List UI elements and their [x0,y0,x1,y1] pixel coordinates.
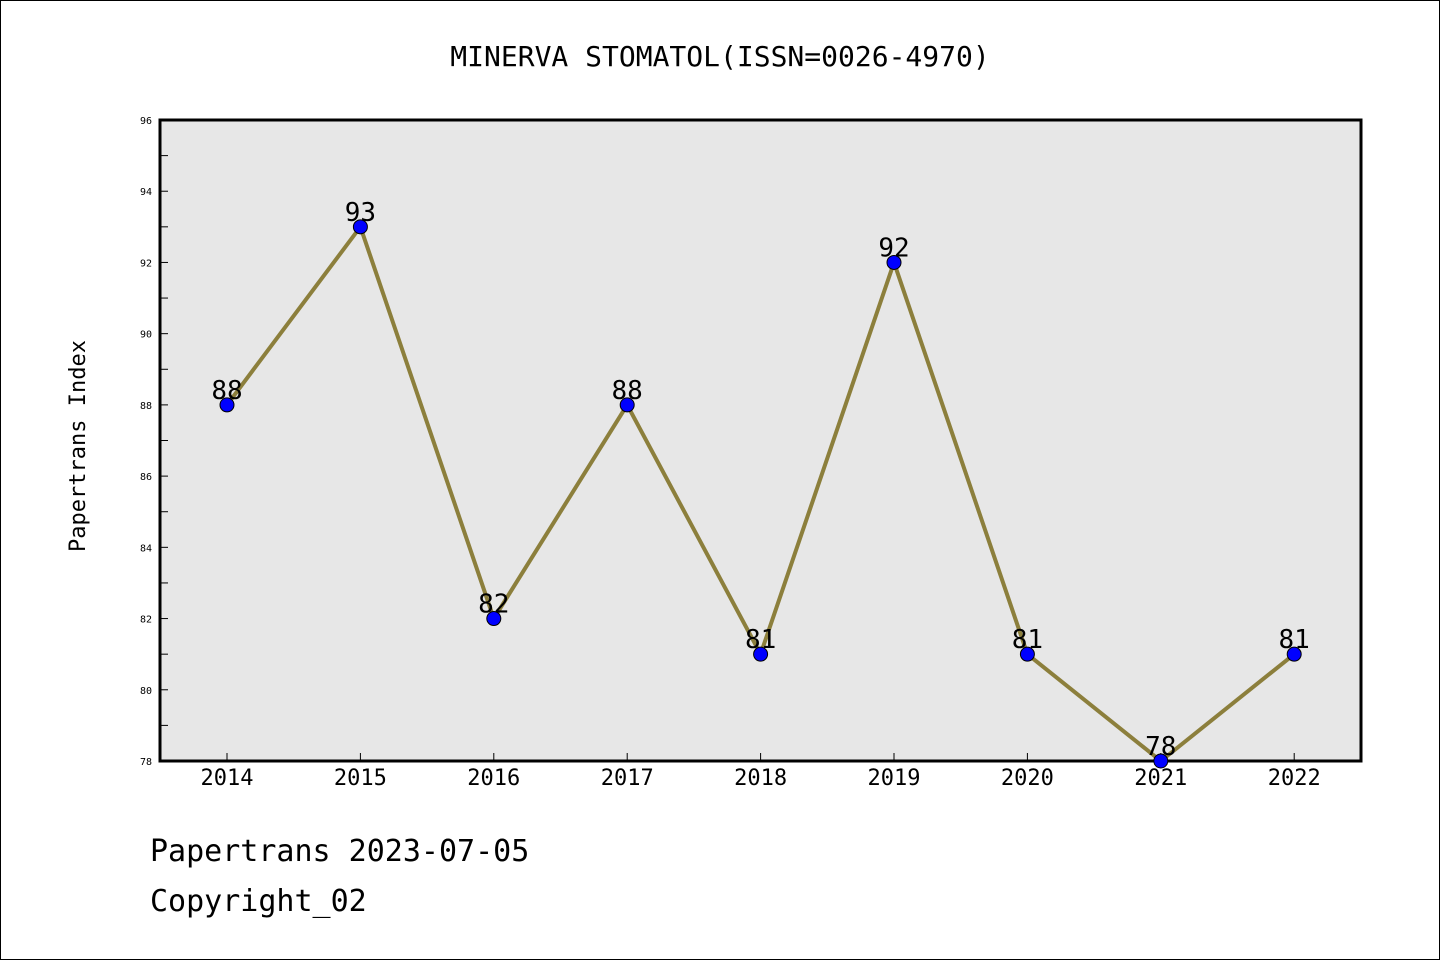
y-axis: 78 80 82 84 86 88 90 92 94 96 [140,116,168,768]
data-point [619,397,635,413]
y-axis-label: Papertrans Index [66,340,91,552]
data-label: 93 [345,198,376,228]
y-tick-label: 80 [140,686,152,697]
x-tick-label: 2019 [868,766,921,791]
data-point [753,646,769,662]
data-point [1019,646,1035,662]
footer-date: Papertrans 2023-07-05 [150,834,530,869]
data-point [486,611,502,627]
y-tick-label: 94 [140,187,152,198]
y-tick-label: 78 [140,757,152,768]
y-tick-label: 96 [140,116,152,127]
chart-title: MINERVA STOMATOL(ISSN=0026-4970) [450,40,989,73]
x-tick-label: 2018 [734,766,787,791]
data-label: 81 [1012,625,1043,655]
y-tick-label: 88 [140,401,152,412]
data-point [352,219,368,235]
data-label: 81 [745,625,776,655]
x-tick-label: 2014 [201,766,254,791]
x-tick-label: 2021 [1134,766,1187,791]
data-label: 88 [211,376,242,406]
plot-area [158,118,1363,763]
data-label: 92 [878,233,909,263]
x-tick-label: 2022 [1268,766,1321,791]
x-tick-label: 2016 [467,766,520,791]
data-label: 81 [1279,625,1310,655]
y-tick-label: 84 [140,543,152,554]
y-tick-label: 82 [140,615,152,626]
data-point [1286,646,1302,662]
data-point [1153,753,1169,769]
series-line: 88 93 82 88 81 92 81 78 81 [211,198,1310,769]
y-tick-label: 90 [140,330,152,341]
data-label: 78 [1145,732,1176,762]
data-point [219,397,235,413]
x-tick-label: 2015 [334,766,387,791]
data-label: 88 [612,376,643,406]
x-tick-label: 2017 [601,766,654,791]
x-axis: 2014 2015 2016 2017 2018 2019 2020 2021 2022 [201,753,1321,791]
footer-copyright: Copyright_02 [150,884,367,919]
y-tick-label: 92 [140,258,152,269]
y-tick-label: 86 [140,472,152,483]
data-label: 82 [478,590,509,620]
data-point [886,254,902,270]
x-tick-label: 2020 [1001,766,1054,791]
